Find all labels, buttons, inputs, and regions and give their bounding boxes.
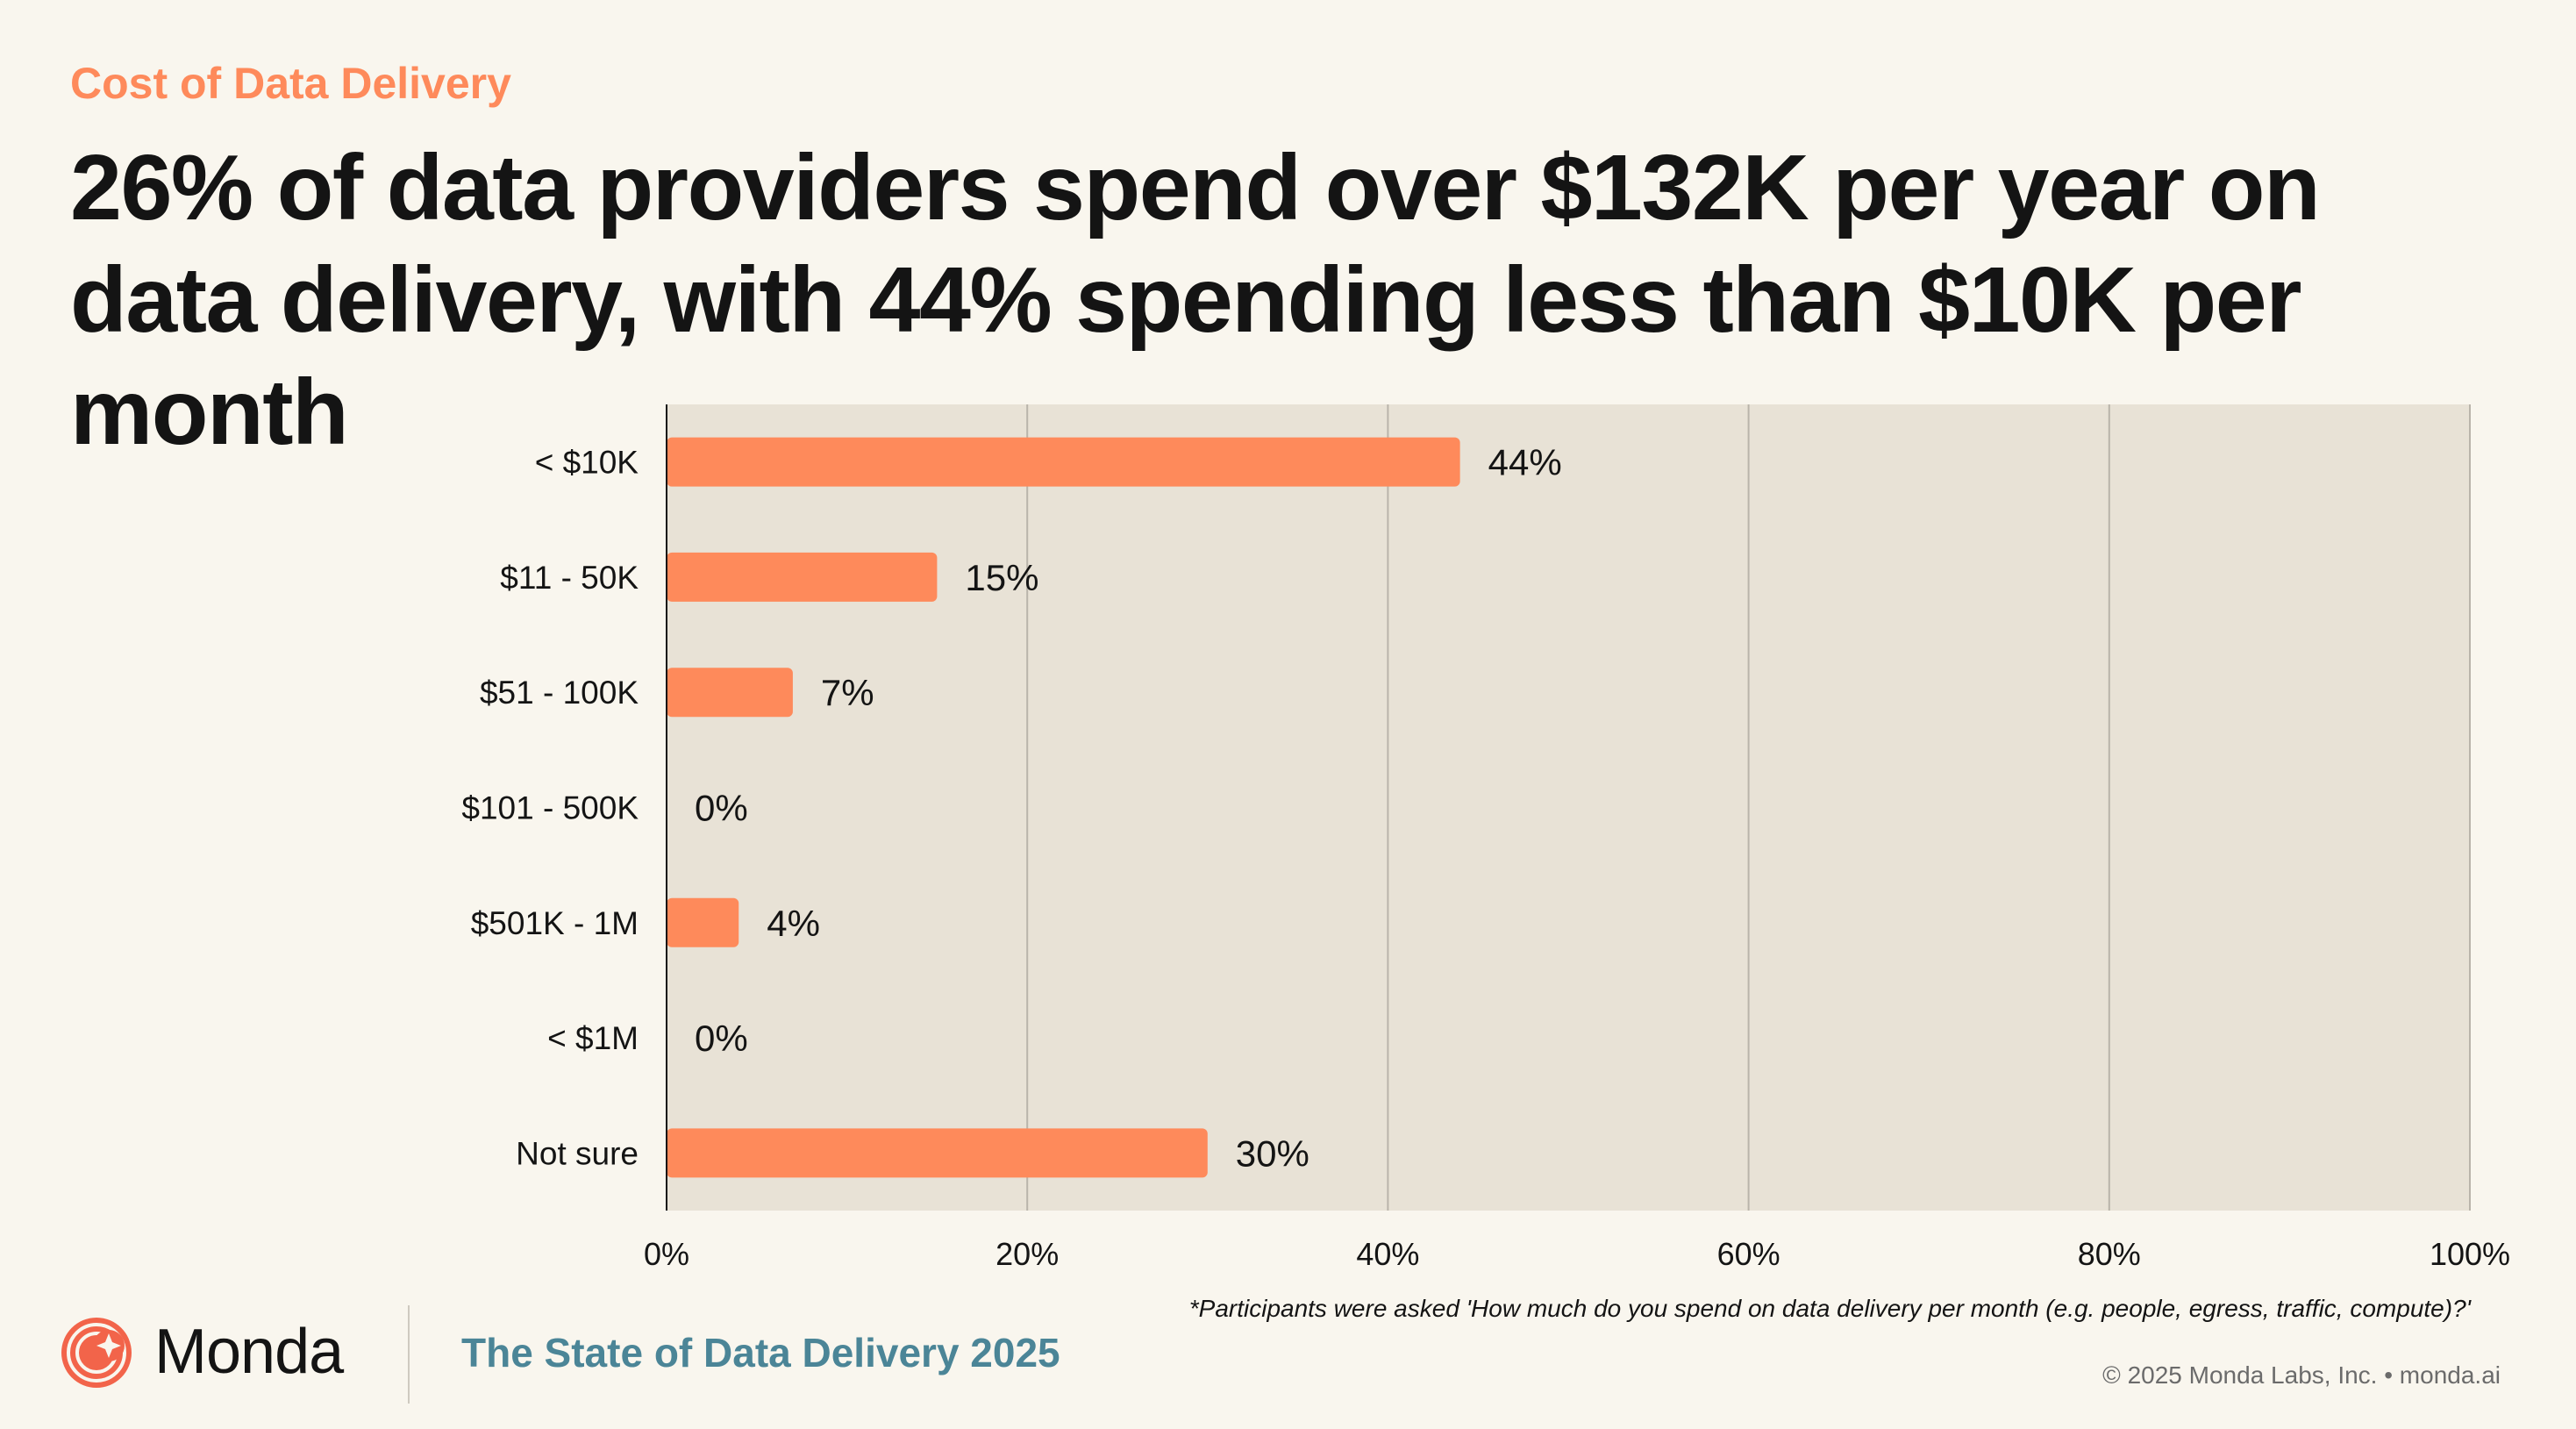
category-label: $51 - 100K xyxy=(480,675,639,711)
category-label: $101 - 500K xyxy=(461,790,639,826)
grid-lines xyxy=(1026,404,2471,1211)
category-label: < $10K xyxy=(535,445,639,481)
section-eyebrow: Cost of Data Delivery xyxy=(70,59,511,108)
category-label: $11 - 50K xyxy=(500,560,639,596)
report-title: The State of Data Delivery 2025 xyxy=(461,1330,1060,1375)
x-tick-label: 60% xyxy=(1717,1236,1780,1272)
value-label: 7% xyxy=(821,672,874,713)
bar xyxy=(667,437,1460,487)
bar xyxy=(667,552,938,602)
bar xyxy=(667,668,793,718)
brand-name: Monda xyxy=(154,1317,344,1387)
value-label: 0% xyxy=(695,1018,748,1059)
bars xyxy=(667,437,1460,1178)
bar xyxy=(667,897,739,947)
x-tick-label: 100% xyxy=(2430,1236,2510,1272)
bar xyxy=(667,1128,1208,1178)
value-label: 30% xyxy=(1236,1132,1309,1174)
x-tick-label: 20% xyxy=(995,1236,1059,1272)
monda-logo-icon xyxy=(61,1318,132,1388)
value-label: 4% xyxy=(767,903,820,944)
x-tick-label: 0% xyxy=(644,1236,689,1272)
x-tick-label: 80% xyxy=(2078,1236,2141,1272)
value-label: 0% xyxy=(695,788,748,829)
labels: 0% 20% 40% 60% 80% 100% < $10K 44% $11 - 50K 15% $… xyxy=(461,442,2510,1272)
survey-footnote: *Participants were asked 'How much do yo… xyxy=(1188,1295,2471,1322)
plot-background xyxy=(667,404,2470,1211)
page-title: 26% of data providers spend over $132K p… xyxy=(70,136,2321,464)
category-label: < $1M xyxy=(547,1020,639,1056)
category-label: $501K - 1M xyxy=(471,905,639,941)
x-tick-label: 40% xyxy=(1356,1236,1419,1272)
category-label: Not sure xyxy=(516,1135,639,1171)
value-label: 44% xyxy=(1488,442,1562,483)
copyright: © 2025 Monda Labs, Inc. • monda.ai xyxy=(2102,1361,2501,1389)
footer-divider xyxy=(408,1305,410,1404)
value-label: 15% xyxy=(965,557,1038,598)
